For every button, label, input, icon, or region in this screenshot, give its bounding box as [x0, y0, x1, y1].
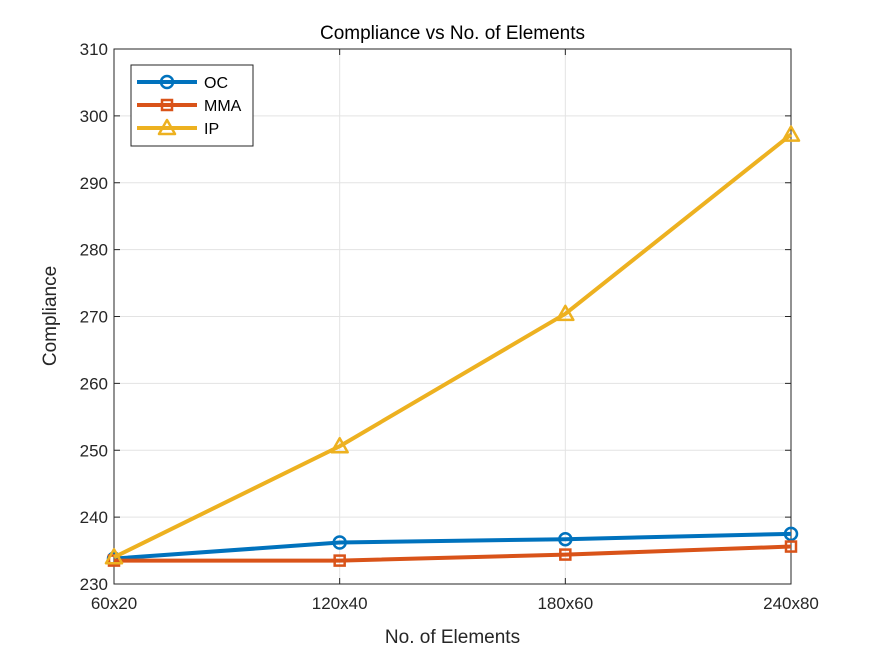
series-line-oc — [113, 531, 792, 561]
data-point-ip-1 — [330, 436, 349, 454]
y-tick-label: 300 — [80, 107, 108, 126]
data-point-ip-2 — [556, 304, 575, 322]
y-tick-label: 270 — [80, 308, 108, 327]
y-tick-label: 310 — [80, 40, 108, 59]
y-tick-label: 280 — [80, 241, 108, 260]
x-tick-label: 240x80 — [763, 594, 819, 613]
y-tick-label: 250 — [80, 441, 108, 460]
data-point-ip-0 — [104, 548, 124, 565]
data-point-ip-3 — [781, 125, 801, 142]
y-tick-label: 230 — [80, 575, 108, 594]
legend-label-ip: IP — [204, 121, 219, 138]
y-axis-label: Compliance — [40, 266, 61, 366]
data-point-oc-2 — [558, 531, 573, 547]
series-line-mma — [114, 544, 792, 563]
legend-marker-ip — [157, 118, 177, 136]
y-tick-label: 240 — [80, 508, 108, 527]
axes: 230 240 250 260 270 280 290 300 310 60x20 120x40 18… — [80, 40, 819, 613]
chart-title: Compliance vs No. of Elements — [320, 23, 585, 44]
legend-label-oc: OC — [204, 75, 228, 92]
data-point-oc-3 — [783, 526, 799, 542]
x-tick-label: 60x20 — [91, 594, 137, 613]
series-ip — [104, 125, 801, 565]
legend-marker-mma — [160, 98, 174, 112]
legend: OC MMA IP — [130, 64, 254, 147]
data-point-mma-1 — [333, 554, 346, 567]
legend-label-mma: MMA — [204, 98, 242, 115]
x-tick-label: 180x60 — [537, 594, 593, 613]
data-point-mma-2 — [559, 548, 572, 561]
y-tick-label: 260 — [80, 374, 108, 393]
y-tick-label: 290 — [80, 174, 108, 193]
x-tick-label: 120x40 — [312, 594, 368, 613]
x-axis-label: No. of Elements — [385, 627, 520, 648]
series-group — [104, 125, 801, 567]
data-point-mma-3 — [784, 540, 798, 553]
series-line-ip — [113, 133, 793, 560]
legend-marker-oc — [159, 74, 175, 90]
data-point-oc-1 — [332, 535, 347, 550]
